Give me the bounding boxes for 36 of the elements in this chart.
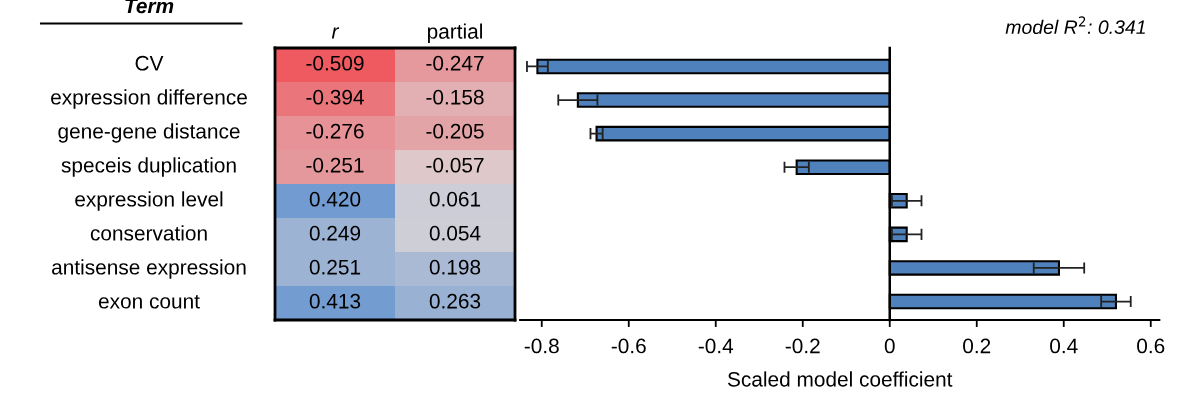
- x-tick-label: 0.6: [1137, 338, 1165, 354]
- x-tick-label: 0: [884, 338, 895, 354]
- data-label: 0.251: [309, 259, 361, 275]
- data-label: -0.276: [306, 123, 364, 139]
- data-label: -0.509: [306, 55, 364, 71]
- x-tick-label: 0.4: [1050, 338, 1078, 354]
- y-tick-label: gene-gene distance: [58, 123, 240, 143]
- data-label: 0.061: [429, 191, 481, 207]
- y-tick-label: speceis duplication: [61, 157, 236, 177]
- x-tick-label: -0.8: [524, 338, 559, 354]
- x-tick-label: -0.2: [785, 338, 820, 354]
- data-label: 0.054: [429, 225, 481, 241]
- data-label: 0.263: [429, 293, 481, 309]
- data-label: 0.420: [309, 191, 361, 207]
- data-label: -0.247: [426, 55, 484, 71]
- data-label: -0.205: [426, 123, 484, 139]
- x-tick-label: partial: [427, 23, 482, 43]
- data-label: 0.413: [309, 293, 361, 309]
- text: model R$^{2}$: 0.341: [1005, 16, 1145, 35]
- x-axis-title: Scaled model coefficient: [727, 371, 953, 387]
- data-label: 0.198: [429, 259, 481, 275]
- data-label: -0.158: [426, 89, 484, 105]
- x-tick-label: -0.4: [698, 338, 734, 354]
- x-tick-label: -0.6: [611, 338, 646, 354]
- y-tick-label: antisense expression: [52, 259, 246, 279]
- y-tick-label: conservation: [90, 225, 207, 241]
- y-tick-label: expression difference: [51, 89, 247, 109]
- y-tick-label: exon count: [98, 294, 200, 309]
- x-tick-label: 0.2: [963, 338, 991, 354]
- y-tick-label: CV: [135, 55, 164, 71]
- data-label: 0.249: [309, 225, 361, 241]
- data-label: -0.057: [426, 157, 484, 173]
- data-label: -0.394: [306, 89, 364, 105]
- y-tick-label: expression level: [75, 191, 223, 211]
- data-label: -0.251: [306, 157, 364, 173]
- x-tick-label: r: [331, 27, 340, 39]
